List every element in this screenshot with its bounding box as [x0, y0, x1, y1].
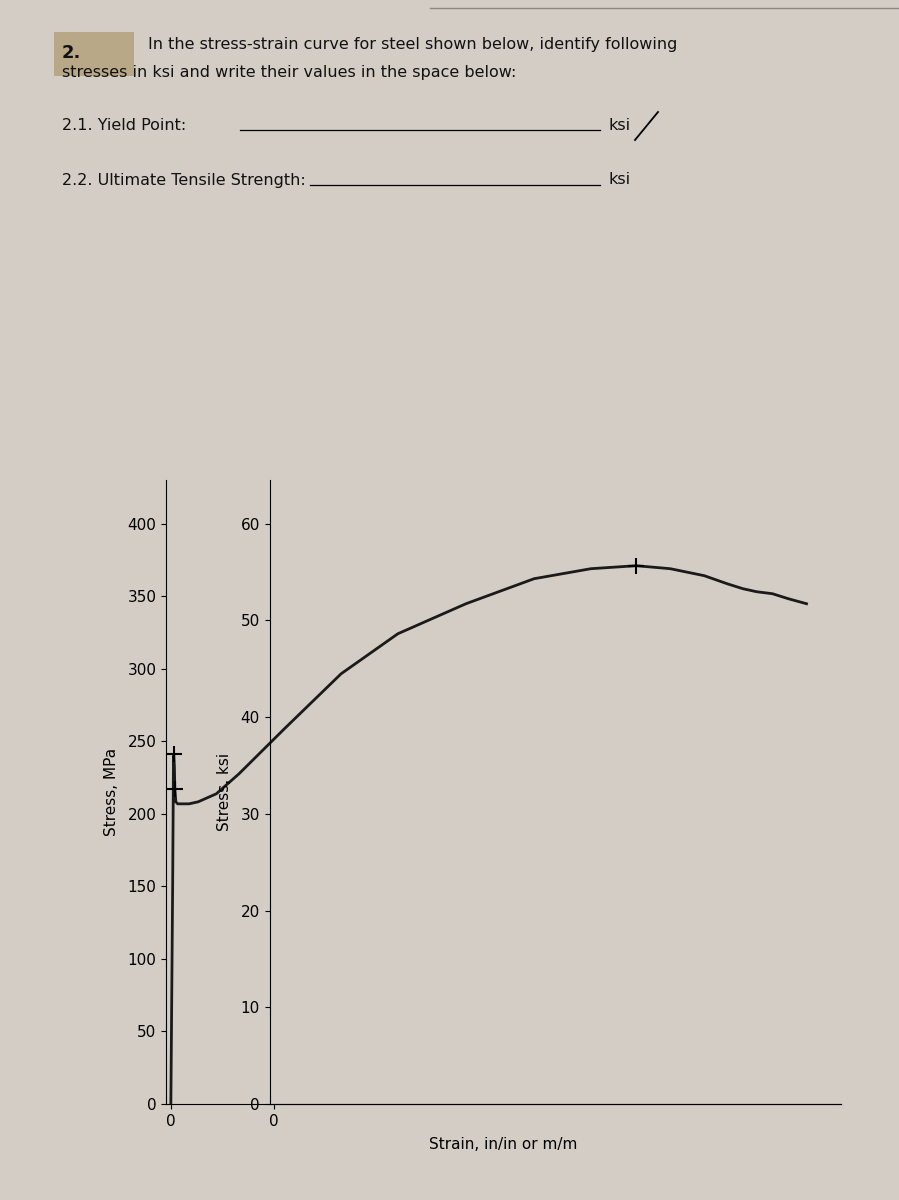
FancyBboxPatch shape	[54, 32, 134, 76]
Text: ksi: ksi	[608, 173, 630, 187]
X-axis label: Strain, in/in or m/m: Strain, in/in or m/m	[429, 1138, 578, 1152]
Y-axis label: Stress, MPa: Stress, MPa	[104, 748, 120, 836]
Text: stresses in ksi and write their values in the space below:: stresses in ksi and write their values i…	[62, 65, 516, 79]
Text: 2.2. Ultimate Tensile Strength:: 2.2. Ultimate Tensile Strength:	[62, 173, 306, 187]
Text: 2.1. Yield Point:: 2.1. Yield Point:	[62, 118, 186, 132]
Y-axis label: Stress, ksi: Stress, ksi	[218, 752, 232, 832]
Text: ksi: ksi	[608, 118, 630, 132]
Text: 2.: 2.	[62, 44, 82, 62]
Text: In the stress-strain curve for steel shown below, identify following: In the stress-strain curve for steel sho…	[148, 37, 677, 53]
